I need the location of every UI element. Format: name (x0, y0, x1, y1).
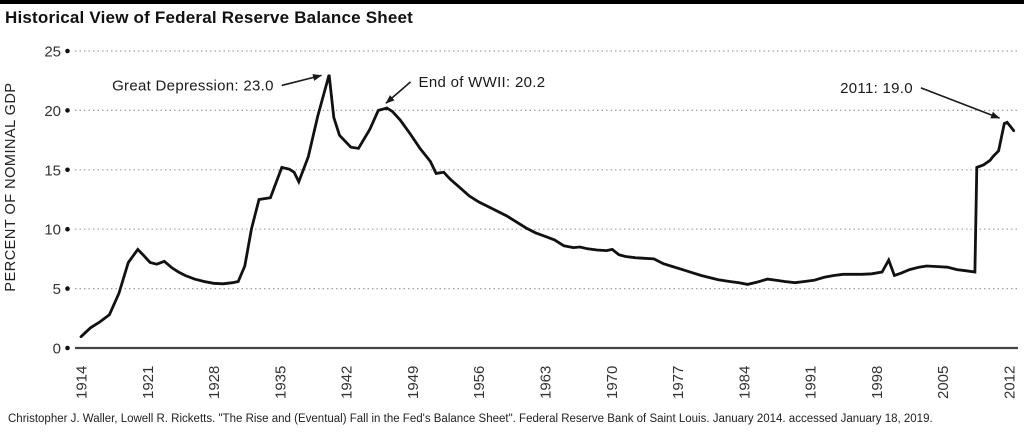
x-tick-label-2012: 2012 (1002, 366, 1019, 399)
y-tick-label-20: 20 (44, 103, 61, 120)
annotation-label-0: Great Depression: 23.0 (112, 77, 274, 94)
x-tick-label-1977: 1977 (670, 366, 687, 399)
x-tick-label-1921: 1921 (140, 366, 157, 399)
y-tick-label-0: 0 (53, 341, 61, 358)
x-tick-label-1984: 1984 (736, 366, 753, 399)
x-tick-label-1991: 1991 (803, 366, 820, 399)
y-tick-dot-0 (65, 345, 70, 351)
y-tick-dot-5 (65, 286, 70, 291)
x-tick-label-1935: 1935 (272, 366, 289, 399)
annotation-arrow-0 (281, 74, 323, 87)
annotation-arrow-1 (385, 81, 412, 104)
x-tick-label-1942: 1942 (339, 366, 356, 399)
x-tick-label-1949: 1949 (405, 366, 422, 399)
y-tick-dot-20 (65, 108, 70, 113)
x-tick-label-1970: 1970 (604, 366, 621, 399)
y-tick-label-15: 15 (44, 162, 61, 179)
y-tick-label-25: 25 (44, 44, 61, 61)
x-tick-label-1914: 1914 (74, 366, 91, 399)
y-tick-dot-10 (65, 226, 70, 232)
chart-title: Historical View of Federal Reserve Balan… (5, 8, 414, 27)
y-tick-label-10: 10 (44, 222, 61, 239)
x-tick-label-1928: 1928 (206, 366, 223, 399)
source-citation: Christopher J. Waller, Lowell R. Rickett… (8, 413, 933, 425)
x-tick-label-2005: 2005 (935, 366, 952, 399)
top-border-rule (0, 0, 1024, 4)
y-tick-dot-25 (65, 48, 70, 54)
annotation-label-1: End of WWII: 20.2 (419, 74, 546, 91)
annotation-arrow-2 (920, 87, 1000, 119)
annotation-label-2: 2011: 19.0 (840, 80, 913, 97)
x-tick-label-1998: 1998 (869, 366, 886, 399)
x-tick-label-1956: 1956 (471, 366, 488, 399)
data-line-fed-balance-sheet (79, 74, 1016, 339)
x-tick-label-1963: 1963 (538, 366, 555, 399)
y-tick-dot-15 (65, 167, 70, 173)
y-tick-label-5: 5 (53, 281, 61, 298)
